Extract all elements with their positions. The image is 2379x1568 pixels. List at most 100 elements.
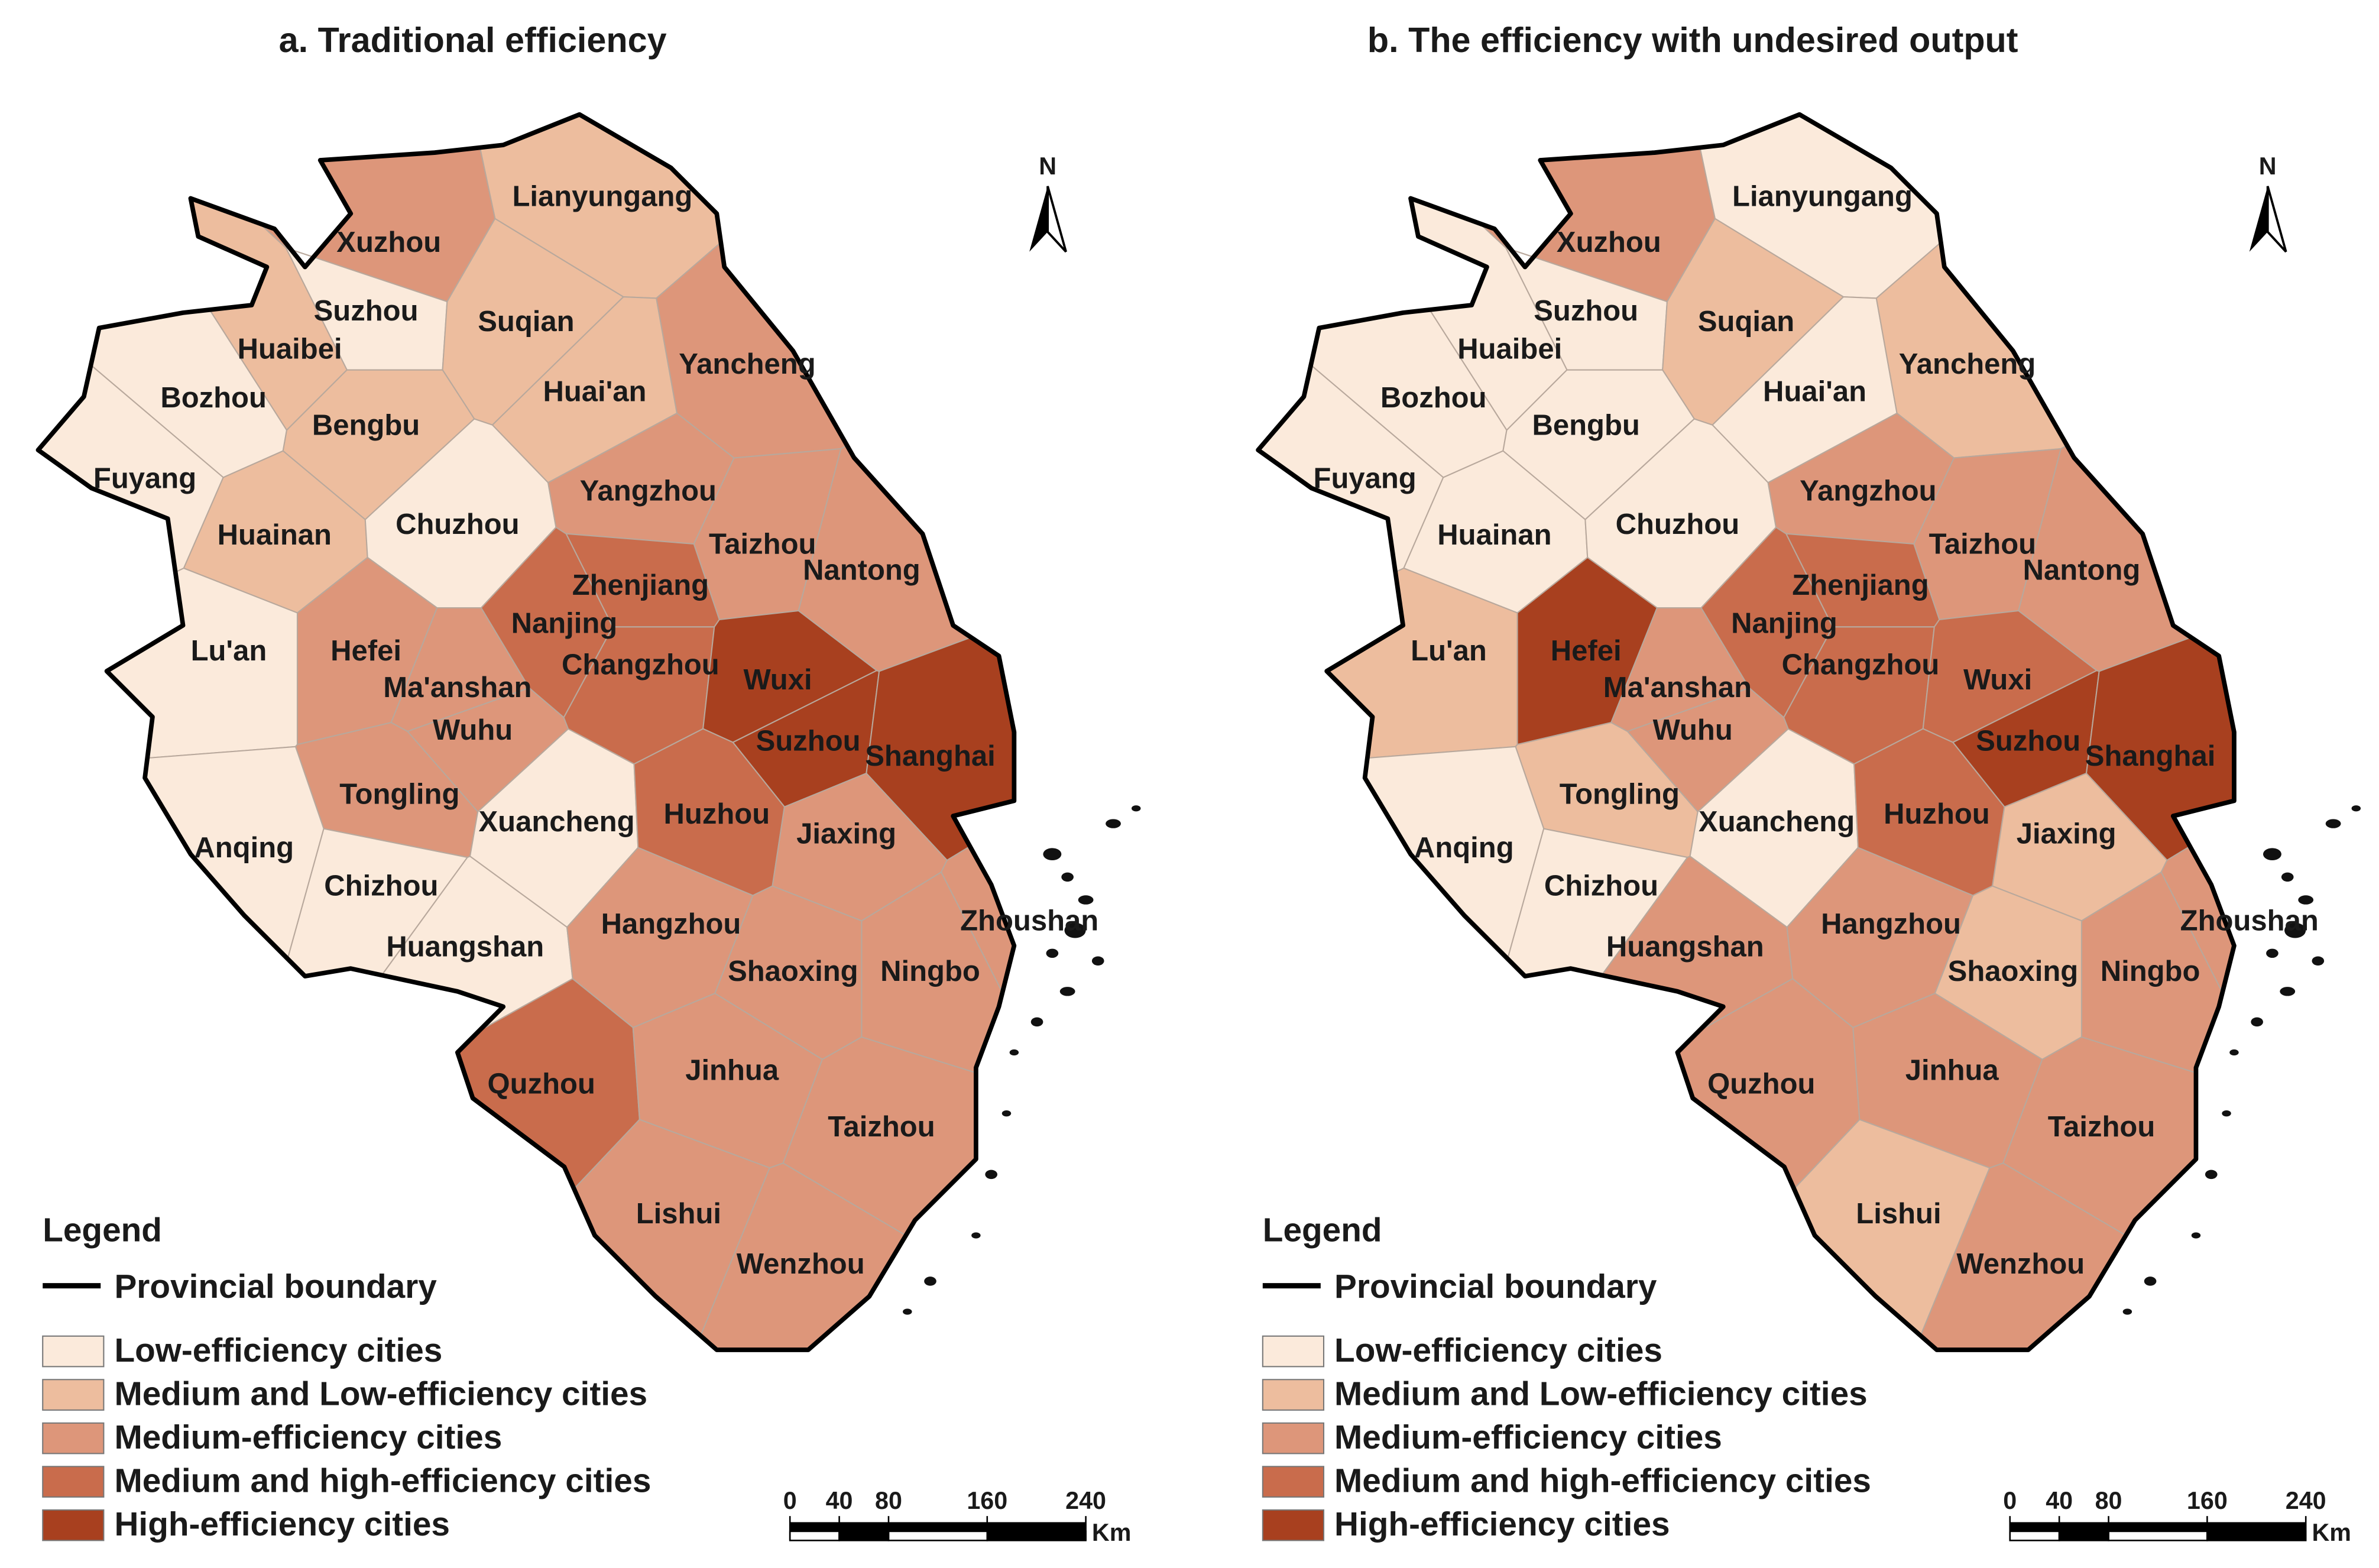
north-arrow: [2249, 186, 2268, 252]
north-label: N: [2259, 153, 2277, 180]
legend-label: High-efficiency cities: [1334, 1506, 1670, 1543]
scale-label: 40: [2046, 1487, 2073, 1514]
scale-unit: Km: [1092, 1519, 1132, 1546]
city-label: Nantong: [2023, 554, 2141, 586]
legend-swatch: [1262, 1422, 1325, 1454]
island: [2312, 956, 2325, 966]
legend-swatch: [1262, 1379, 1325, 1411]
city-label: Yancheng: [1899, 348, 2036, 380]
city-label: Huaibei: [238, 333, 342, 365]
city-label: Huangshan: [386, 931, 544, 963]
city-label: Lianyungang: [1732, 180, 1913, 212]
city-label: Wuhu: [433, 714, 513, 746]
island: [2284, 922, 2306, 938]
island: [2191, 1232, 2201, 1239]
city-label: Nanjing: [511, 608, 618, 640]
legend-label: Low-efficiency cities: [1334, 1332, 1662, 1369]
legend-label: Medium and high-efficiency cities: [114, 1463, 651, 1500]
city-label: Huzhou: [664, 798, 770, 830]
legend-label: Medium and high-efficiency cities: [1334, 1463, 1871, 1500]
city-label: Huzhou: [1884, 798, 1990, 830]
city-label: Ma'anshan: [1603, 672, 1752, 704]
provincial-boundary: [35, 112, 1017, 1352]
city-label: Suqian: [478, 306, 574, 338]
legend-label: Medium and Low-efficiency cities: [1334, 1376, 1868, 1413]
island: [2205, 1169, 2218, 1180]
city-label: Jinhua: [1905, 1054, 1999, 1086]
scale-segment: [2207, 1522, 2306, 1531]
legend-label: Medium and Low-efficiency cities: [114, 1376, 647, 1413]
island: [971, 1232, 981, 1239]
city-label: Ma'anshan: [383, 672, 531, 704]
legend-swatch: [42, 1335, 105, 1368]
scale-label: 0: [2003, 1487, 2017, 1514]
scale-segment: [2059, 1522, 2109, 1531]
city-label: Lianyungang: [512, 180, 692, 212]
legend-swatch: [1262, 1335, 1325, 1368]
island: [2325, 819, 2341, 828]
scale-segment: [2058, 1530, 2109, 1541]
north-arrow: [2266, 186, 2287, 253]
island: [2263, 848, 2281, 860]
legend-swatch: [1262, 1466, 1325, 1498]
city-label: Zhenjiang: [1792, 569, 1929, 601]
legend-title: Legend: [1263, 1211, 1382, 1249]
island: [2251, 1017, 2263, 1027]
scale-label: 80: [2095, 1487, 2122, 1514]
city-label: Lu'an: [1411, 635, 1487, 667]
city-label: Huai'an: [543, 376, 646, 408]
city-label: Jinhua: [685, 1054, 779, 1086]
scale-segment: [987, 1522, 1086, 1531]
island: [2144, 1277, 2157, 1286]
city-label: Wenzhou: [1956, 1248, 2085, 1280]
legend-swatch: [42, 1466, 105, 1498]
city-label: Wenzhou: [737, 1248, 865, 1280]
island: [1078, 895, 1094, 905]
scale-segment: [2009, 1522, 2060, 1531]
city-label: Wuxi: [743, 664, 812, 696]
city-label: Yangzhou: [1800, 475, 1936, 507]
island: [1061, 872, 1074, 882]
island: [2280, 987, 2296, 996]
city-label: Huangshan: [1606, 931, 1764, 963]
city-label: Ningbo: [2101, 955, 2200, 987]
city-label: Huainan: [218, 519, 332, 551]
city-label: Xuancheng: [478, 806, 634, 838]
panel-title: a. Traditional efficiency: [279, 20, 667, 60]
city-label: Lishui: [636, 1198, 721, 1230]
scale-label: 160: [967, 1487, 1007, 1514]
city-label: Quzhou: [1707, 1068, 1815, 1100]
scale-label: 240: [2286, 1487, 2326, 1514]
city-label: Huai'an: [1763, 376, 1866, 408]
city-label: Xuzhou: [336, 226, 441, 258]
island: [1046, 948, 1059, 958]
scale-unit: Km: [2312, 1519, 2351, 1546]
scale-label: 160: [2187, 1487, 2228, 1514]
city-label: Taizhou: [2048, 1111, 2155, 1143]
city-label: Chizhou: [324, 870, 438, 902]
city-label: Suzhou: [1534, 295, 1638, 327]
island: [1043, 848, 1062, 860]
island: [903, 1308, 912, 1315]
legend-label: Provincial boundary: [1334, 1268, 1657, 1305]
island: [985, 1169, 997, 1180]
city-label: Wuxi: [1963, 664, 2032, 696]
island: [1106, 819, 1121, 828]
city-label: Shanghai: [2085, 740, 2216, 772]
island: [1030, 1017, 1043, 1027]
city-label: Bengbu: [1532, 409, 1639, 441]
city-label: Hefei: [1551, 635, 1622, 667]
city-label: Bozhou: [1380, 382, 1487, 414]
city-label: Huaibei: [1457, 333, 1562, 365]
city-label: Taizhou: [828, 1111, 935, 1143]
legend-label: Low-efficiency cities: [114, 1332, 442, 1369]
scale-label: 40: [826, 1487, 853, 1514]
scale-segment: [2206, 1530, 2307, 1541]
city-label: Changzhou: [562, 649, 719, 681]
map-panel: b. The efficiency with undesired output L…: [1256, 20, 2361, 1546]
city-label: Tongling: [1560, 779, 1680, 811]
city-label: Hangzhou: [601, 908, 741, 940]
scale-segment: [2009, 1530, 2060, 1541]
city-label: Anqing: [1414, 832, 1514, 864]
city-label: Huainan: [1437, 519, 1551, 551]
